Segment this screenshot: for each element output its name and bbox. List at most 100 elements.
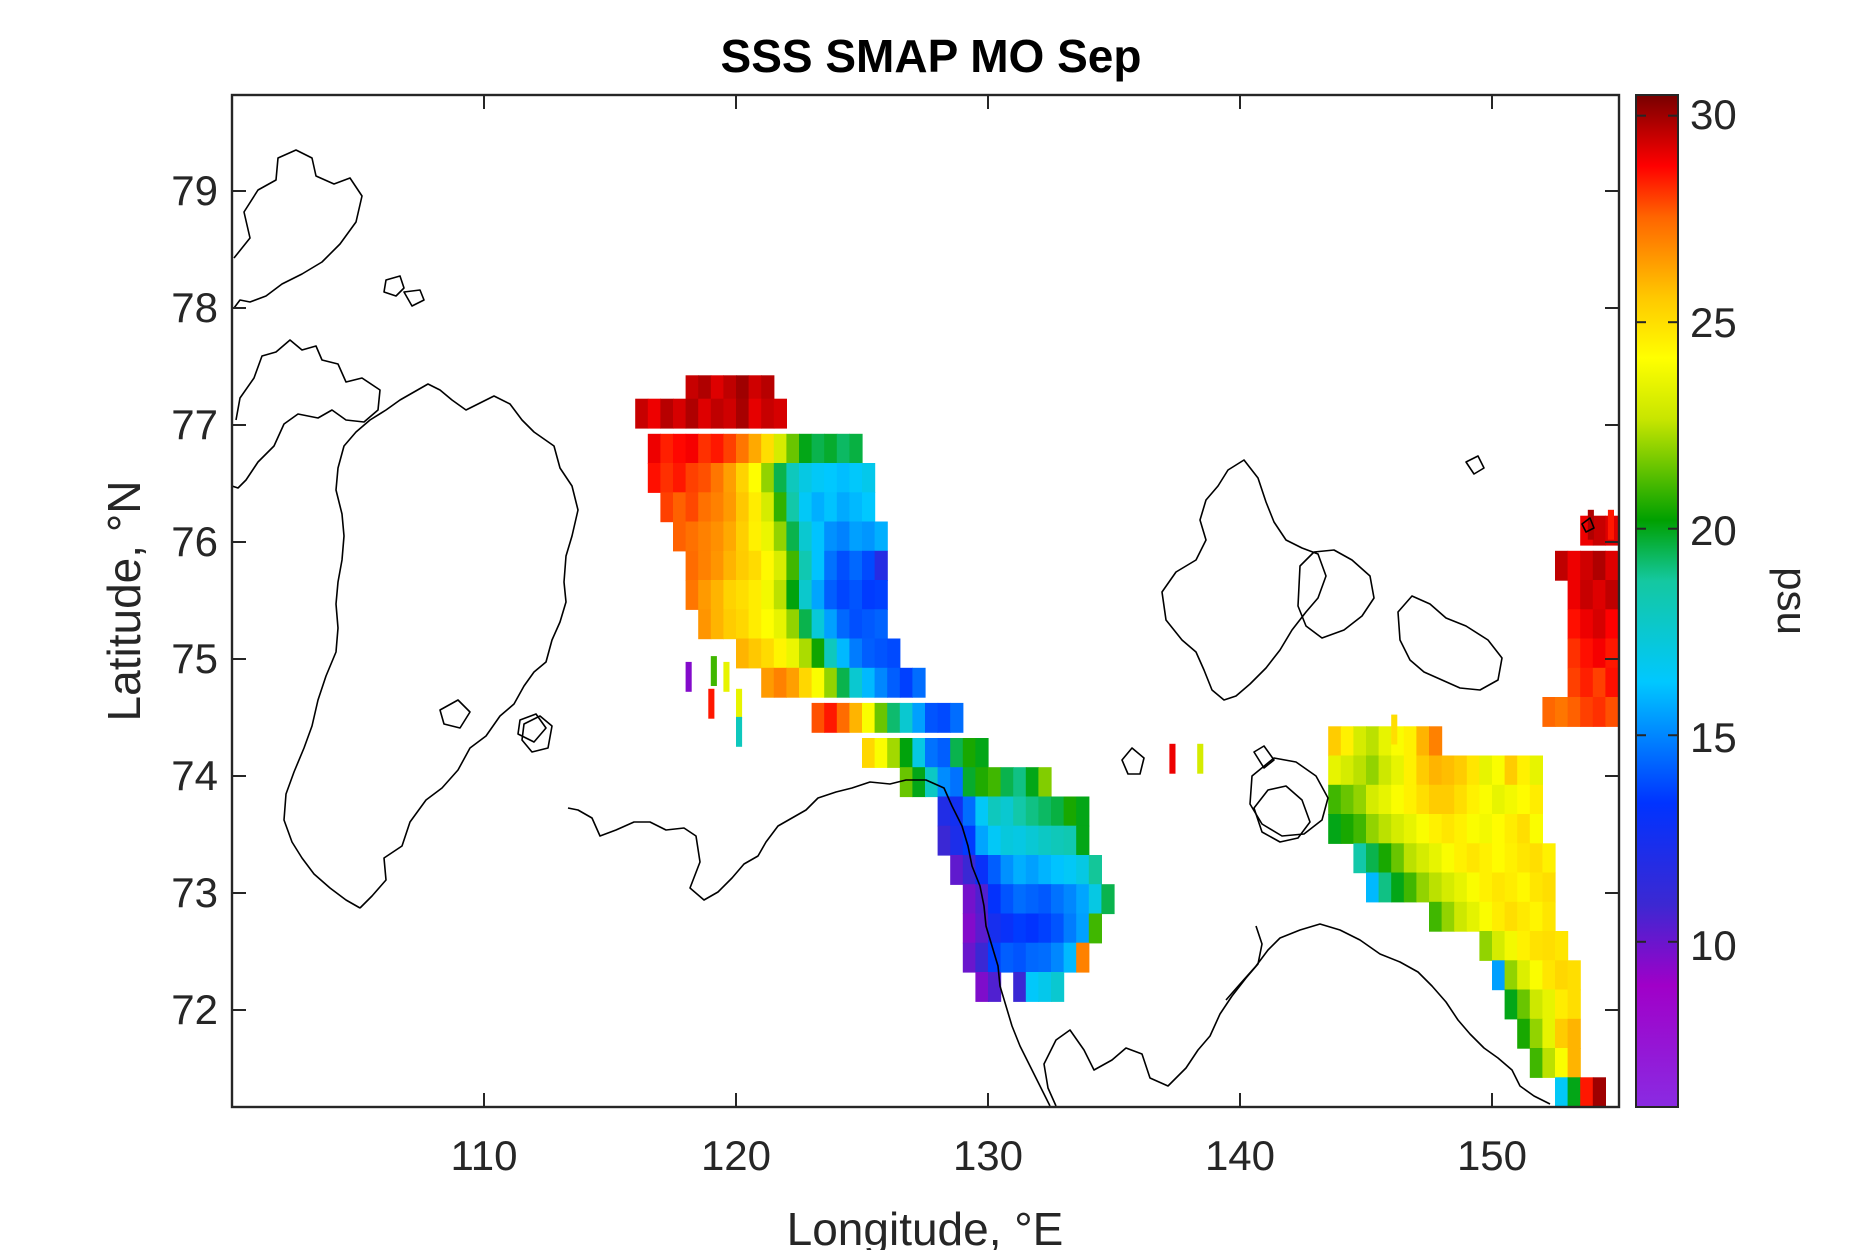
salinity-cell <box>736 433 750 464</box>
salinity-cell <box>1366 726 1380 757</box>
salinity-cell <box>1328 726 1342 757</box>
salinity-cell <box>811 521 825 552</box>
salinity-cell <box>1504 755 1518 786</box>
salinity-cell <box>647 463 661 493</box>
salinity-cell <box>773 609 787 640</box>
salinity-cell <box>660 492 674 523</box>
salinity-cell <box>1340 755 1354 786</box>
salinity-cell <box>988 972 1002 1002</box>
salinity-cell <box>962 767 976 798</box>
salinity-cell <box>1479 755 1493 786</box>
salinity-cell <box>849 580 863 610</box>
salinity-cell <box>811 433 825 464</box>
salinity-cell <box>786 667 800 698</box>
salinity-cell <box>1479 843 1493 874</box>
salinity-cell <box>1063 825 1077 856</box>
salinity-cell <box>1441 872 1455 903</box>
salinity-cell <box>710 492 724 523</box>
salinity-cell <box>975 738 989 768</box>
salinity-cell <box>1567 1018 1581 1049</box>
salinity-cell <box>673 521 687 552</box>
salinity-cell <box>1378 784 1392 815</box>
coastline-small-lyakhovsky <box>1249 757 1329 837</box>
salinity-cell <box>685 661 692 692</box>
x-tick-label: 140 <box>1205 1132 1275 1179</box>
salinity-cell <box>811 463 825 493</box>
salinity-cell <box>824 702 838 733</box>
salinity-cell <box>1088 855 1102 885</box>
salinity-cell <box>1101 884 1115 915</box>
salinity-cell <box>849 550 863 581</box>
salinity-cell <box>761 638 775 669</box>
salinity-cell <box>1366 814 1380 844</box>
salinity-cell <box>912 738 926 768</box>
salinity-cell <box>786 638 800 669</box>
salinity-cell <box>1592 638 1606 669</box>
salinity-cell <box>773 463 787 493</box>
salinity-cell <box>1063 884 1077 915</box>
salinity-cell <box>786 609 800 640</box>
salinity-cell <box>849 433 863 464</box>
salinity-cell <box>1592 667 1606 698</box>
salinity-cell <box>786 492 800 523</box>
y-tick-label: 75 <box>171 635 218 682</box>
salinity-cell <box>1076 855 1090 885</box>
salinity-cell <box>1504 931 1518 961</box>
colorbar-tick-label: 30 <box>1690 91 1737 138</box>
salinity-cell <box>1013 942 1027 973</box>
salinity-cell <box>773 667 787 698</box>
salinity-cell <box>950 738 964 768</box>
salinity-cell <box>1038 825 1052 856</box>
colorbar-gradient <box>1636 95 1678 1107</box>
salinity-cell <box>1567 989 1581 1020</box>
salinity-cell <box>761 492 775 523</box>
salinity-cell <box>1517 960 1531 991</box>
salinity-cell <box>1000 884 1014 915</box>
salinity-cell <box>660 398 674 429</box>
salinity-cell <box>1492 755 1506 786</box>
salinity-cell <box>975 942 989 973</box>
salinity-cell <box>1567 697 1581 727</box>
salinity-cell <box>824 638 838 669</box>
salinity-cell <box>673 398 687 429</box>
salinity-cell <box>1197 743 1204 774</box>
salinity-cell <box>1378 814 1392 844</box>
salinity-cell <box>1013 825 1027 856</box>
salinity-cell <box>1051 855 1065 885</box>
salinity-cell <box>1517 814 1531 844</box>
coastline-small-island-2 <box>403 289 425 307</box>
salinity-cell <box>710 463 724 493</box>
salinity-cell <box>862 738 876 768</box>
salinity-cell <box>950 855 964 885</box>
salinity-cell <box>962 884 976 915</box>
salinity-cell <box>1567 580 1581 610</box>
x-tick-labels: 110 120 130 140 150 <box>451 1132 1528 1179</box>
salinity-cell <box>736 609 750 640</box>
salinity-cell <box>1353 726 1367 757</box>
salinity-cell <box>1580 609 1594 640</box>
x-tick-label: 130 <box>953 1132 1023 1179</box>
salinity-cell <box>1479 814 1493 844</box>
salinity-cell <box>710 433 724 464</box>
salinity-cell <box>1378 755 1392 786</box>
salinity-cell <box>849 667 863 698</box>
salinity-cell <box>799 521 813 552</box>
salinity-cell <box>1454 901 1468 932</box>
salinity-cell <box>862 638 876 669</box>
salinity-cell <box>698 550 712 581</box>
salinity-cell <box>1038 884 1052 915</box>
salinity-cell <box>635 398 649 429</box>
salinity-cell <box>736 521 750 552</box>
x-tick-label: 150 <box>1457 1132 1527 1179</box>
colorbar-frame <box>1635 94 1679 1108</box>
salinity-cell <box>1517 755 1531 786</box>
salinity-cell <box>1555 989 1569 1020</box>
salinity-cell <box>824 667 838 698</box>
salinity-cell <box>849 702 863 733</box>
salinity-cell <box>1429 901 1443 932</box>
salinity-cell <box>1517 1018 1531 1049</box>
salinity-cell <box>673 463 687 493</box>
salinity-cell <box>937 738 951 768</box>
y-tick-label: 78 <box>171 284 218 331</box>
salinity-cell <box>1466 814 1480 844</box>
